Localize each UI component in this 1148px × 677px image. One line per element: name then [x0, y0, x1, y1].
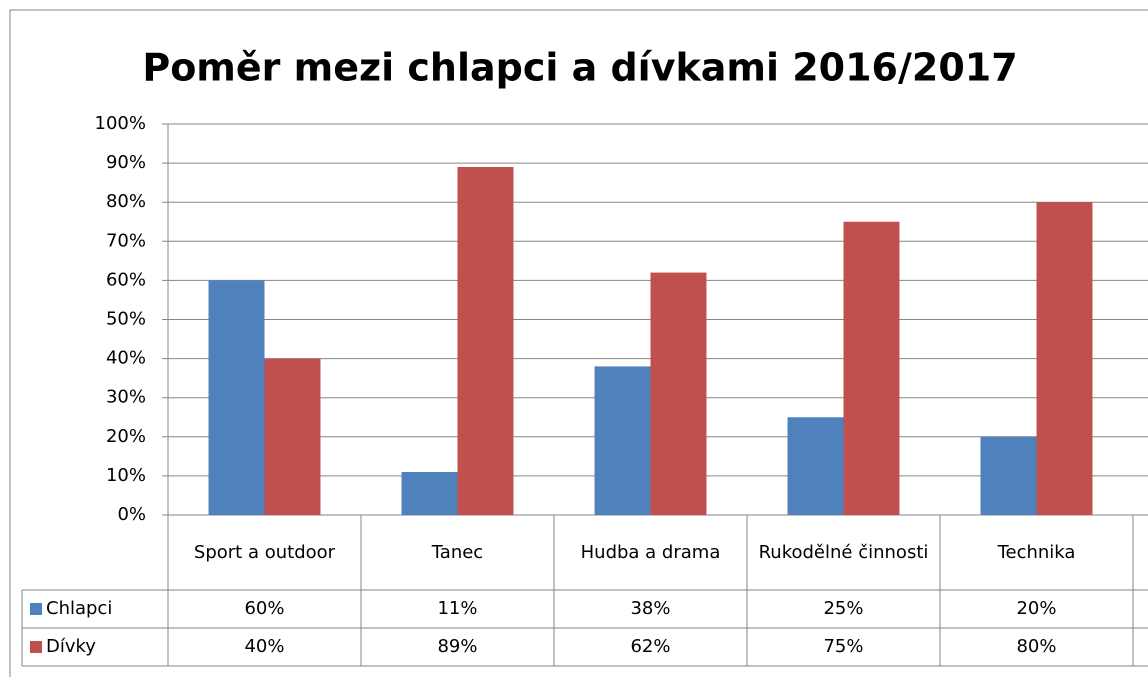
bar	[208, 280, 265, 515]
legend-label: Chlapci	[46, 598, 112, 619]
y-tick-label: 70%	[106, 230, 146, 251]
y-tick-label: 0%	[117, 504, 146, 525]
x-tick-label-box: Hudba a drama	[580, 541, 721, 563]
x-tick-label: Tanec	[431, 541, 484, 563]
data-label: 20%	[1016, 598, 1056, 619]
y-tick-label: 60%	[106, 269, 146, 290]
data-label: 62%	[630, 636, 670, 657]
x-tick-label: Sport a outdoor	[193, 541, 336, 563]
bar	[980, 436, 1037, 515]
legend-label: Dívky	[46, 636, 96, 657]
bar	[787, 417, 844, 515]
data-label: 11%	[437, 598, 477, 619]
bar	[843, 221, 900, 515]
x-tick-label: Hudba a drama	[580, 541, 721, 563]
y-tick-label: 80%	[106, 191, 146, 212]
x-tick-label: Technika	[997, 541, 1076, 563]
data-label: 25%	[823, 598, 863, 619]
bar	[264, 358, 321, 515]
data-label: 38%	[630, 598, 670, 619]
data-label: 40%	[244, 636, 284, 657]
y-tick-label: 40%	[106, 348, 146, 369]
x-tick-label-box: Technika	[997, 541, 1076, 563]
chart-title: Poměr mezi chlapci a dívkami 2016/2017	[142, 46, 1017, 90]
data-label: 89%	[437, 636, 477, 657]
legend-swatch	[30, 603, 42, 615]
y-tick-label: 100%	[95, 113, 146, 134]
data-label: 75%	[823, 636, 863, 657]
x-tick-label: Rukodělné činnosti	[758, 541, 929, 563]
bar	[594, 366, 651, 515]
bar	[401, 471, 458, 515]
bar	[457, 167, 514, 515]
x-tick-label-box: Tanec	[431, 541, 484, 563]
chart-border	[9, 9, 1148, 677]
y-tick-label: 20%	[106, 426, 146, 447]
bar	[1036, 202, 1093, 515]
y-tick-label: 50%	[106, 309, 146, 330]
y-tick-label: 90%	[106, 152, 146, 173]
x-tick-label-box: Rukodělné činnosti	[758, 541, 929, 563]
y-tick-label: 30%	[106, 387, 146, 408]
y-tick-label: 10%	[106, 465, 146, 486]
x-tick-label-box: Sport a outdoor	[193, 541, 336, 563]
bar	[650, 272, 707, 515]
data-label: 60%	[244, 598, 284, 619]
legend-swatch	[30, 641, 42, 653]
data-label: 80%	[1016, 636, 1056, 657]
